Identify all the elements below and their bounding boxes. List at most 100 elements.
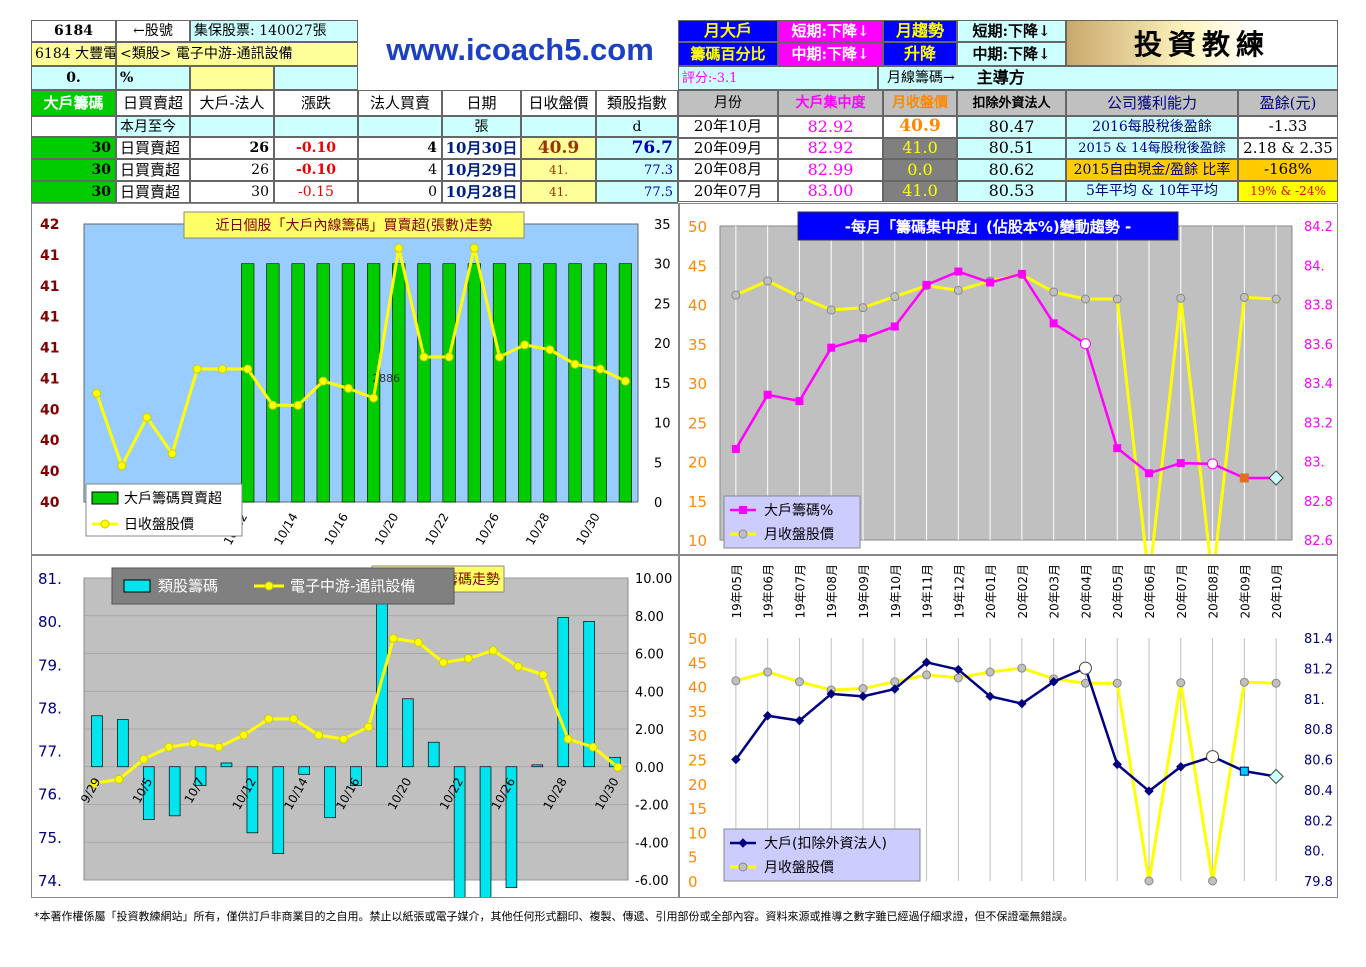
bar-annotation: 2886 <box>372 372 400 385</box>
earnings-label: 5年平均 & 10年平均 <box>1066 180 1238 202</box>
y-left-tick: 79. <box>38 656 62 674</box>
x-tick: 20年08月 <box>1207 564 1221 619</box>
big-holder-ex-point <box>1017 698 1027 709</box>
price-point <box>318 376 328 386</box>
legend-label: 類股籌碼 <box>158 577 218 595</box>
sector-bar <box>427 741 440 768</box>
price-point <box>794 677 804 687</box>
chart-4-svg: 19年05月 19年06月 19年07月 19年08月 19年09月 19年10月 19年1… <box>688 564 1333 891</box>
big-holder-point <box>1145 469 1153 478</box>
price-point <box>1112 678 1122 688</box>
chart-2-svg: 50 45 40 35 30 25 20 15 10 84.2 84. 83.8 83.6 83.4 83.… <box>688 211 1333 581</box>
sector-bar <box>324 766 336 819</box>
earnings-value: 19% & -24% <box>1238 180 1338 202</box>
big-holder-ex-point <box>953 664 964 675</box>
x-tick: 19年11月 <box>921 564 935 619</box>
x-tick: 10/20 <box>372 511 401 548</box>
y-left-tick: 76. <box>38 786 62 804</box>
chart-title: 近日個股「大戶內線籌碼」買賣超(張數)走勢 <box>216 218 493 234</box>
big-holder-ex-point <box>1048 677 1059 687</box>
big-holder-ex-point <box>1176 762 1186 772</box>
copyright-footer: *本著作權係屬「投資教練網站」所有，僅供訂戶非商業目的之自用。禁止以紙張或電子媒… <box>34 910 1074 923</box>
index-point <box>164 742 174 752</box>
x-tick: 10/26 <box>473 511 502 548</box>
right-table-header: 大戶集中度 <box>778 90 883 116</box>
site-url[interactable]: www.icoach5.com <box>386 32 654 67</box>
price-point <box>794 292 804 302</box>
month-line-label: 月線籌碼→ <box>887 70 955 86</box>
price-point <box>1239 677 1249 687</box>
title-box <box>797 211 1179 241</box>
x-tick: 20年10月 <box>1270 564 1284 619</box>
y-left-tick: 41 <box>40 341 59 357</box>
y-right-tick: 81.4 <box>1304 632 1333 647</box>
x-tick: 19年10月 <box>889 564 903 619</box>
right-table-header: 扣除外資法人 <box>957 90 1066 116</box>
price-point <box>495 352 504 362</box>
y-left-tick: 35 <box>688 336 707 354</box>
right-table-cell: 80.47 <box>957 116 1066 138</box>
y-right-tick: 2.00 <box>635 723 664 738</box>
y-right-tick: 80. <box>1304 845 1325 860</box>
index-point <box>538 670 548 680</box>
month-big-label: 月大戶 <box>678 20 778 42</box>
table-cell: 77.3 <box>596 159 678 181</box>
big-holder-bar <box>291 263 305 503</box>
big-holder-point <box>1079 338 1091 350</box>
price-point <box>1208 876 1218 886</box>
y-right-tick: 84.2 <box>1304 220 1333 235</box>
table-cell: 10月30日 <box>442 137 521 159</box>
big-holder-bar <box>593 263 607 503</box>
y-left-tick: 0 <box>688 873 698 891</box>
sector-bar <box>350 766 362 786</box>
table-cell: 日買賣超 <box>116 159 190 181</box>
x-tick: 20年05月 <box>1111 564 1125 619</box>
table-cell: 26 <box>190 159 274 181</box>
earnings-header: 盈餘(元) <box>1238 90 1338 116</box>
logo: 投資教練 <box>1066 20 1338 66</box>
big-holder-ex-point <box>1268 768 1284 785</box>
sector-bar <box>194 766 207 786</box>
price-point <box>469 243 479 253</box>
month-trend-label: 月趨勢 <box>883 20 957 42</box>
big-holder-ex-point <box>890 684 900 694</box>
big-holder-ex-point <box>1112 759 1122 770</box>
y-left-tick: 78. <box>38 699 62 717</box>
right-table-header: 月收盤價 <box>883 90 957 116</box>
table-cell: 30 <box>31 159 116 181</box>
table-cell: 30 <box>31 137 116 159</box>
big-holder-ex-point <box>1206 750 1220 764</box>
x-tick: 20年06月 <box>1143 564 1157 619</box>
mid-trend: 中期:下降↓ <box>778 42 883 66</box>
short-trend2: 短期:下降↓ <box>957 20 1066 42</box>
x-tick: 20年02月 <box>1016 564 1030 619</box>
big-holder-point <box>1113 444 1122 453</box>
table-cell: -0.15 <box>274 181 358 203</box>
table-header: 日收盤價 <box>521 90 596 116</box>
legend-swatch-bar <box>123 579 151 593</box>
big-holder-point <box>827 343 836 352</box>
index-point <box>239 730 249 740</box>
right-table-cell: 0.0 <box>883 159 957 181</box>
table-subheader: 張 <box>442 116 521 137</box>
y-left-tick: 45 <box>688 257 707 275</box>
y-left-tick: 40 <box>688 679 707 697</box>
y-right-tick: 6.00 <box>635 648 664 663</box>
right-table-header: 月份 <box>678 90 778 116</box>
table-header: 日期 <box>442 90 521 116</box>
x-tick: 19年12月 <box>952 564 966 619</box>
code-label: ←股號 <box>116 20 190 42</box>
big-holder-point <box>1207 458 1219 470</box>
right-table-cell: 82.92 <box>778 137 883 159</box>
table-subheader <box>190 116 274 137</box>
big-holder-ex-point <box>985 691 995 702</box>
y-right-tick: 83.2 <box>1304 416 1333 431</box>
big-holder-bar <box>341 263 356 503</box>
x-tick: 19年07月 <box>793 564 807 619</box>
x-tick: 20年03月 <box>1048 564 1062 619</box>
price-point <box>243 364 253 374</box>
y-right-tick: 83.6 <box>1304 338 1333 353</box>
y-left-tick: 5 <box>688 849 698 867</box>
price-point <box>520 340 530 350</box>
legend-marker <box>738 838 748 848</box>
